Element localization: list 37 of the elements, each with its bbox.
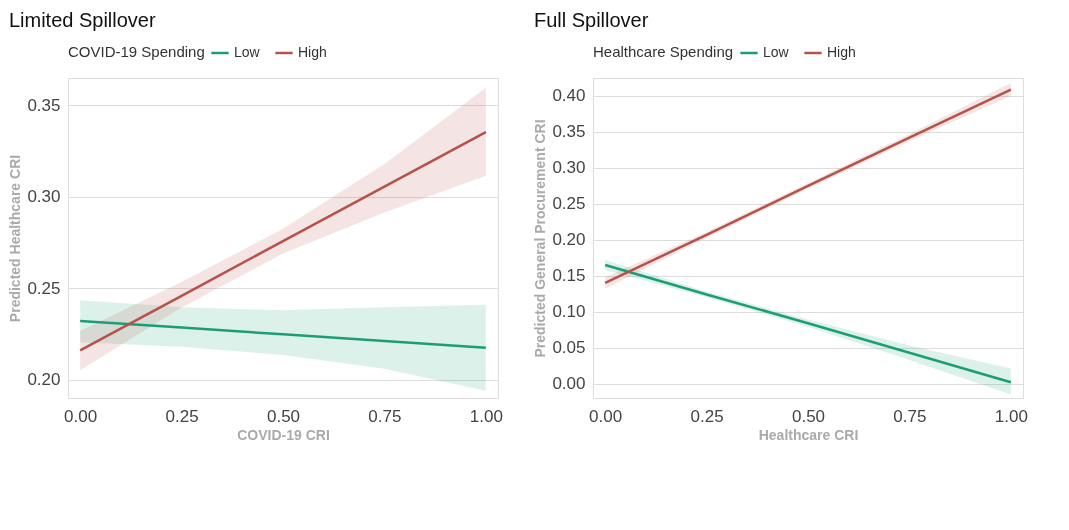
- y-tick-label: 0.10: [552, 302, 586, 322]
- y-tick-label: 0.00: [552, 374, 586, 394]
- line-series: [78, 319, 488, 349]
- x-axis-title: Healthcare CRI: [758, 426, 859, 443]
- y-tick-label: 0.30: [552, 158, 586, 178]
- legend-label: High: [298, 44, 327, 60]
- chart-title: Full Spillover: [533, 9, 649, 31]
- chart-title: Limited Spillover: [8, 9, 156, 31]
- y-tick-label: 0.40: [552, 86, 586, 106]
- x-tick-label: 0.75: [368, 406, 402, 426]
- x-axis-title: COVID-19 CRI: [237, 426, 330, 443]
- legend-label: Low: [763, 44, 790, 60]
- x-tick-label: 0.50: [791, 406, 826, 426]
- line-series: [78, 130, 488, 352]
- x-tick-label: 0.25: [690, 406, 724, 426]
- legend-label: High: [827, 44, 856, 60]
- legend-title: COVID-19 Spending: [68, 43, 205, 60]
- y-tick-label: 0.15: [552, 266, 586, 286]
- x-tick-label: 0.50: [266, 406, 301, 426]
- y-tick-label: 0.25: [27, 278, 61, 298]
- y-axis-title: Predicted Healthcare CRI: [7, 154, 24, 323]
- x-tick-label: 0.25: [165, 406, 199, 426]
- y-tick-label: 0.30: [27, 187, 61, 207]
- x-tick-label: 1.00: [469, 406, 503, 426]
- x-tick-label: 0.00: [64, 406, 98, 426]
- x-tick-label: 1.00: [994, 406, 1028, 426]
- y-tick-label: 0.20: [552, 230, 586, 250]
- x-tick-label: 0.00: [589, 406, 623, 426]
- y-tick-label: 0.20: [27, 370, 61, 390]
- legend-title: Healthcare Spending: [593, 43, 734, 60]
- x-tick-label: 0.75: [893, 406, 927, 426]
- y-axis-title: Predicted General Procurement CRI: [532, 119, 549, 358]
- y-tick-label: 0.35: [552, 122, 586, 142]
- y-tick-label: 0.35: [27, 95, 61, 115]
- legend-label: Low: [234, 44, 261, 60]
- y-tick-label: 0.05: [552, 338, 586, 358]
- y-tick-label: 0.25: [552, 194, 586, 214]
